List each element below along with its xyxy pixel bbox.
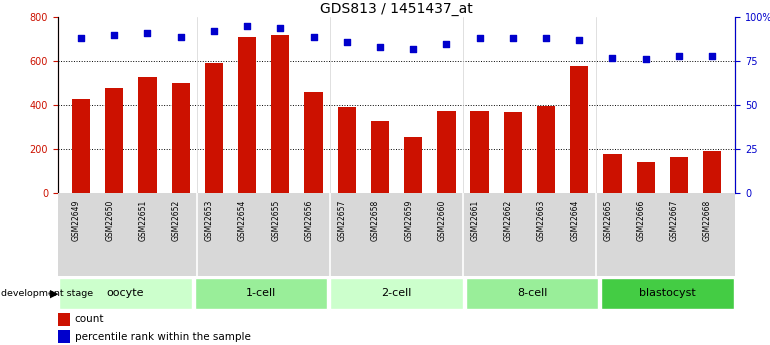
Point (507, 36, 519, 41)
Bar (304, 92, 323, 193)
Point (241, 23, 253, 29)
Bar (172, 83, 189, 193)
Text: development stage: development stage (1, 289, 93, 298)
Bar (604, 154, 621, 193)
Bar (570, 66, 588, 193)
Point (75, 36, 87, 41)
Text: GSM22659: GSM22659 (404, 200, 413, 241)
Point (274, 25, 286, 31)
Text: 1-cell: 1-cell (246, 288, 276, 297)
Point (307, 34, 320, 39)
Point (141, 30, 153, 36)
Bar (139, 77, 156, 193)
Bar (670, 157, 688, 193)
Title: GDS813 / 1451437_at: GDS813 / 1451437_at (320, 2, 473, 16)
Text: GSM22651: GSM22651 (139, 200, 147, 241)
Bar (404, 137, 422, 193)
Point (373, 45, 386, 50)
Point (673, 53, 685, 59)
Text: GSM22663: GSM22663 (537, 200, 546, 241)
Bar (238, 37, 256, 193)
Bar (504, 112, 522, 193)
Text: GSM22655: GSM22655 (271, 200, 280, 241)
Bar (205, 63, 223, 193)
Text: GSM22667: GSM22667 (670, 200, 679, 241)
Text: GSM22653: GSM22653 (205, 200, 214, 241)
Point (474, 36, 486, 41)
Point (175, 34, 187, 39)
Text: 2-cell: 2-cell (381, 288, 412, 297)
Bar (58, 330, 70, 343)
Text: GSM22665: GSM22665 (604, 200, 612, 241)
Text: blastocyst: blastocyst (639, 288, 696, 297)
Bar (437, 111, 456, 193)
Text: GSM22654: GSM22654 (238, 200, 247, 241)
Bar (72, 99, 90, 193)
Text: oocyte: oocyte (107, 288, 144, 297)
Text: GSM22661: GSM22661 (470, 200, 480, 241)
FancyBboxPatch shape (195, 278, 327, 309)
Text: GSM22649: GSM22649 (72, 200, 81, 241)
FancyBboxPatch shape (330, 278, 463, 309)
Text: ▶: ▶ (50, 288, 59, 298)
Text: count: count (75, 315, 104, 324)
Bar (703, 151, 721, 193)
Bar (105, 88, 123, 193)
Text: GSM22658: GSM22658 (371, 200, 380, 241)
Text: GSM22664: GSM22664 (571, 200, 579, 241)
Text: GSM22650: GSM22650 (105, 200, 114, 241)
Text: percentile rank within the sample: percentile rank within the sample (75, 332, 250, 342)
Bar (637, 162, 654, 193)
Text: GSM22656: GSM22656 (304, 200, 313, 241)
FancyBboxPatch shape (466, 278, 598, 309)
Text: 8-cell: 8-cell (517, 288, 547, 297)
Bar (337, 107, 356, 193)
Point (208, 29, 220, 34)
Text: GSM22660: GSM22660 (437, 200, 447, 241)
FancyBboxPatch shape (601, 278, 734, 309)
Text: GSM22652: GSM22652 (172, 200, 181, 241)
Bar (271, 35, 290, 193)
Text: GSM22668: GSM22668 (703, 200, 712, 241)
Point (706, 53, 718, 59)
Bar (371, 121, 389, 193)
Point (340, 39, 353, 45)
Text: GSM22657: GSM22657 (338, 200, 346, 241)
Bar (537, 106, 555, 193)
Point (606, 55, 618, 60)
Text: GSM22666: GSM22666 (637, 200, 646, 241)
Text: GSM22662: GSM22662 (504, 200, 513, 241)
Point (540, 36, 552, 41)
Point (640, 57, 652, 62)
Point (108, 32, 120, 38)
Point (440, 41, 453, 47)
Bar (58, 313, 70, 326)
Bar (470, 111, 489, 193)
FancyBboxPatch shape (59, 278, 192, 309)
Point (573, 37, 585, 43)
Point (407, 46, 420, 52)
